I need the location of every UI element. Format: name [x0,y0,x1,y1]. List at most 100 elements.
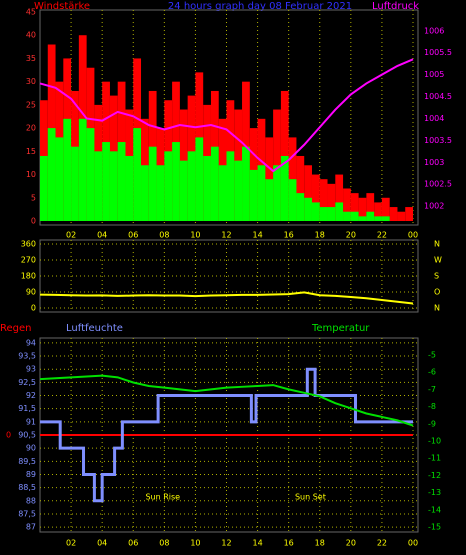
x-tick-label: 14 [252,231,262,240]
x-tick-label: 20 [346,539,356,548]
wind-bar [234,160,243,221]
y-tick-label: 88,5 [18,483,36,492]
wind-bar [335,174,344,221]
x-tick-label: 12 [221,231,231,240]
y-tick-label: 180 [21,272,36,281]
y2-tick-label: -11 [428,454,441,463]
wind-bar [40,155,48,221]
wind-bar [47,128,56,221]
y-tick-label: 89 [26,470,36,479]
wind-bar [319,207,328,221]
rain-label: Regen [0,323,32,334]
x-tick-label: 22 [377,231,387,240]
wind-bar [63,118,72,221]
y-tick-label: 88 [26,496,36,505]
annotation: Sun Rise [145,493,180,502]
y-tick-label: 93 [26,365,36,374]
x-tick-label: 20 [346,231,356,240]
wind-bar [405,207,413,221]
x-tick-label: 06 [128,539,138,548]
wind-bar [195,137,204,221]
y2-tick-label: 1004.5 [424,92,452,101]
y-tick-label: 87 [26,523,36,532]
y-tick-label: 90 [26,288,36,297]
x-tick-label: 06 [128,231,138,240]
wind-bar [117,142,126,221]
wind-bar [94,151,103,221]
y2-tick-label: -15 [428,523,441,532]
y-tick-label: 40 [26,31,36,40]
y2-tick-label: S [434,272,439,281]
x-tick-label: 10 [190,539,200,548]
y-tick-label: 87,5 [18,509,36,518]
y2-tick-label: -8 [428,402,436,411]
y-tick-label: 92,5 [18,378,36,387]
y2-tick-label: 1006 [424,26,444,35]
y3-tick-label: 0 [6,431,11,440]
y-tick-label: 20 [26,124,36,133]
x-tick-label: 08 [159,231,169,240]
y-tick-label: 270 [21,256,36,265]
wind-bar [179,160,188,221]
wind-bar [86,128,95,221]
wind-bar [374,202,382,221]
y-tick-label: 30 [26,77,36,86]
x-tick-label: 16 [284,231,294,240]
y2-tick-label: 1004 [424,114,444,123]
wind-bar [102,142,110,221]
wind-bar [288,179,297,221]
y-tick-label: 15 [26,147,36,156]
series-line [39,291,414,305]
x-tick-label: 04 [97,539,107,548]
x-tick-label: 18 [315,231,325,240]
y2-tick-label: 1003 [424,158,444,167]
series-line [39,58,414,173]
temperature-label: Temperatur [311,323,370,334]
y2-tick-label: -9 [428,419,436,428]
wind-bar [156,165,165,221]
wind-bar [210,146,219,221]
wind-bar [280,155,289,221]
wind-bar [381,216,390,221]
y-tick-label: 89,5 [18,457,36,466]
wind-bar [226,151,235,221]
y-tick-label: 5 [31,193,36,202]
wind-bar [203,155,211,221]
wind-bar [187,151,196,221]
x-tick-label: 08 [159,539,169,548]
y2-tick-label: -7 [428,385,436,394]
wind-bar [296,155,305,221]
pressure-label: Luftdruck [372,1,419,12]
chart-title: 24 hours graph day 08 Februar 2021 [168,1,352,12]
series-line [40,367,413,503]
x-tick-label: 00 [408,539,418,548]
y2-tick-label: 1002 [424,202,444,211]
y2-tick-label: 1005.5 [424,48,452,57]
x-tick-label: 02 [66,539,76,548]
wind-bar [109,151,118,221]
wind-bar [71,146,79,221]
annotation: Sun Set [295,493,326,502]
wind-bar [125,155,134,221]
x-tick-label: 04 [97,231,107,240]
wind-bar [242,146,250,221]
wind-bar [133,128,142,221]
wind-bar [335,202,344,221]
wind-label: Windstärke [34,1,90,12]
wind-bar [350,211,359,221]
y-tick-label: 10 [26,170,36,179]
wind-bar [218,165,227,221]
wind-bar [366,193,375,221]
wind-bar [358,197,367,221]
wind-bar [358,216,367,221]
y-tick-label: 90 [26,444,36,453]
wind-bar [265,179,274,221]
y2-tick-label: -13 [428,488,441,497]
y2-tick-label: O [434,288,440,297]
wind-bar [327,183,336,221]
y2-tick-label: 1003.5 [424,136,452,145]
y2-tick-label: 1005 [424,70,444,79]
x-tick-label: 12 [221,539,231,548]
wind-bar [343,188,351,221]
y-tick-label: 94 [26,338,36,347]
